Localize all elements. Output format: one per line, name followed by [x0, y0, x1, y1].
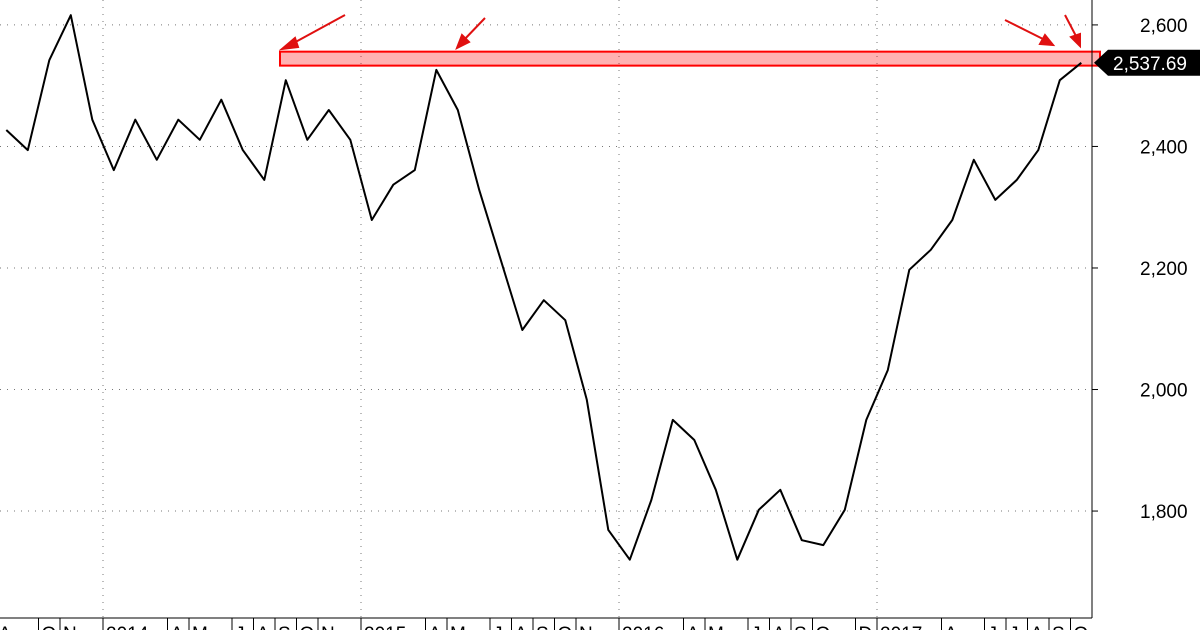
arrow: [1004, 19, 1046, 41]
tick-layer: 1,8002,0002,2002,4002,600AON2014AMJASON2…: [0, 16, 1200, 630]
x-tick-label: A: [515, 624, 528, 630]
x-tick-label: A: [1031, 624, 1044, 630]
x-tick-label: 2014: [106, 624, 149, 630]
arrowhead: [1069, 32, 1081, 49]
x-tick-label: D: [859, 624, 873, 630]
x-tick-label: S: [536, 624, 549, 630]
y-tick-label: 2,600: [1140, 16, 1188, 37]
x-tick-label: A: [429, 624, 442, 630]
arrow: [1064, 14, 1078, 39]
last-price-label: 2,537.69: [1113, 54, 1187, 75]
arrowhead: [1038, 33, 1056, 47]
x-tick-label: A: [945, 624, 958, 630]
x-tick-label: A: [0, 624, 12, 630]
x-tick-label: O: [42, 624, 57, 630]
x-tick-label: J: [493, 624, 503, 630]
x-tick-label: N: [321, 624, 335, 630]
x-tick-label: 2017: [880, 624, 922, 630]
arrowhead: [455, 33, 471, 51]
band-layer: [279, 50, 1101, 67]
x-tick-label: S: [278, 624, 291, 630]
x-tick-label: O: [558, 624, 573, 630]
x-tick-label: 2016: [622, 624, 664, 630]
x-tick-label: O: [1074, 624, 1089, 630]
x-tick-label: M: [450, 624, 466, 630]
last-price-badge: [1094, 49, 1200, 76]
arrows: [278, 14, 1081, 51]
x-tick-label: M: [708, 624, 724, 630]
x-tick-label: J: [988, 624, 998, 630]
arrowhead: [278, 36, 300, 51]
x-tick-label: N: [579, 624, 593, 630]
x-tick-label: J: [235, 624, 245, 630]
axes: [0, 0, 1093, 619]
x-tick-label: S: [1052, 624, 1065, 630]
y-tick-label: 1,800: [1140, 502, 1188, 523]
price-line: [5, 14, 1082, 561]
x-tick-label: O: [816, 624, 831, 630]
grid: [0, 0, 1092, 618]
resistance-band: [279, 50, 1101, 67]
x-tick-label: M: [192, 624, 208, 630]
x-tick-label: A: [171, 624, 184, 630]
x-tick-label: J: [1009, 624, 1019, 630]
x-tick-label: A: [773, 624, 786, 630]
line-layer: [5, 14, 1082, 561]
y-tick-label: 2,400: [1140, 137, 1188, 158]
y-tick-label: 2,200: [1140, 259, 1188, 280]
x-tick-label: N: [63, 624, 77, 630]
x-tick-label: A: [687, 624, 700, 630]
y-tick-label: 2,000: [1140, 381, 1188, 402]
arrow: [289, 14, 346, 46]
x-tick-label: O: [300, 624, 315, 630]
x-tick-label: A: [257, 624, 270, 630]
x-tick-label: J: [751, 624, 761, 630]
x-tick-label: S: [794, 624, 807, 630]
x-tick-label: 2015: [364, 624, 406, 630]
